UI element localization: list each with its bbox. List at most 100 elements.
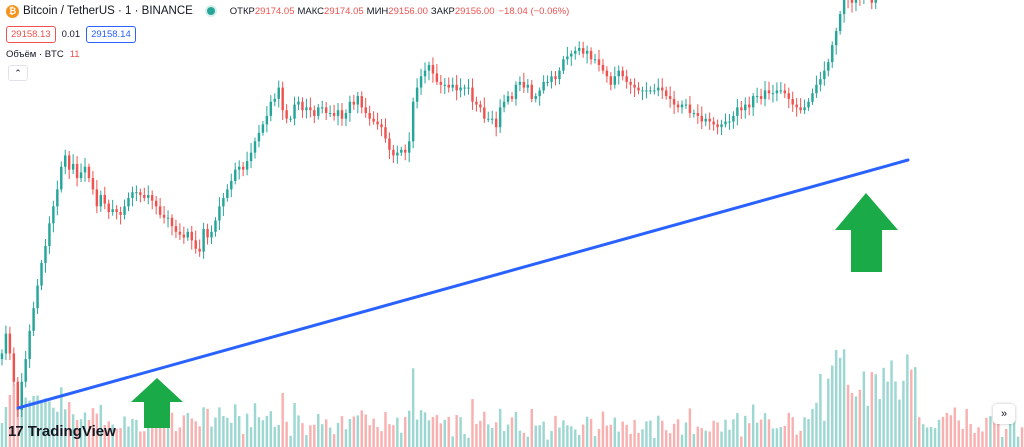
candle-body [518, 81, 522, 85]
candle-body [811, 93, 814, 102]
trend-line[interactable] [16, 158, 910, 410]
volume-bar [957, 420, 960, 447]
volume-bar [16, 389, 20, 447]
volume-bar [123, 416, 126, 447]
volume-bar [115, 428, 118, 447]
volume-bar [795, 434, 798, 447]
candle-body [502, 101, 506, 108]
volume-bar [668, 433, 672, 447]
volume-bar [933, 428, 937, 447]
volume-bar [249, 427, 253, 447]
volume-bar [589, 418, 593, 447]
candle-body [67, 155, 71, 170]
tradingview-logo-icon: 17 [8, 423, 24, 440]
volume-bar [791, 417, 794, 447]
tradingview-logo[interactable]: 17 TradingView [8, 423, 116, 440]
candle-body [601, 64, 605, 71]
volume-bar [1020, 427, 1024, 447]
collapse-legend-button[interactable]: ⌃ [8, 65, 28, 81]
volume-bar [360, 410, 363, 447]
candle-body [285, 110, 288, 119]
candle-body [87, 166, 91, 179]
volume-bar [866, 405, 870, 447]
candle-body [700, 115, 704, 122]
candle-body [720, 124, 723, 128]
volume-bar [135, 419, 138, 447]
volume-bar [819, 373, 822, 447]
candle-body [95, 189, 99, 207]
volume-bar [514, 411, 518, 447]
candle-body [467, 87, 470, 89]
market-status-icon[interactable] [206, 7, 215, 15]
volume-bar [348, 419, 352, 447]
candle-body [791, 98, 794, 105]
volume-bar [965, 409, 968, 447]
candle-body [716, 124, 719, 128]
volume-bar [301, 423, 304, 447]
candle-body [36, 285, 39, 309]
symbol-title[interactable]: Bitcoin / TetherUS · 1 · BINANCE [23, 5, 193, 17]
candle-body [174, 226, 178, 232]
volume-bar [324, 419, 328, 447]
candle-body [712, 121, 715, 125]
candle-body [154, 200, 158, 207]
candle-body [396, 152, 399, 156]
candle-body [803, 107, 806, 111]
volume-bar [1012, 420, 1016, 447]
volume-bar [977, 427, 980, 447]
open-value: 29174.05 [254, 5, 295, 17]
volume-bar [407, 410, 411, 447]
tradingview-logo-text: TradingView [27, 423, 116, 440]
volume-bar [190, 418, 193, 447]
volume-bar [158, 427, 162, 447]
volume-bar [214, 417, 217, 447]
candle-body [415, 87, 419, 102]
candle-body [186, 231, 190, 238]
candle-body [380, 124, 383, 128]
volume-bar [253, 403, 257, 447]
volume-bar [989, 416, 992, 447]
volume-bar [918, 417, 921, 447]
high-label: МАКС [297, 5, 325, 17]
scroll-to-realtime-button[interactable]: » [993, 404, 1015, 424]
candle-body [214, 220, 217, 232]
volume-bar [882, 367, 885, 447]
candle-body [150, 195, 154, 201]
volume-bar [178, 427, 182, 447]
volume-bar [64, 409, 67, 447]
candle-body [834, 31, 838, 46]
volume-bar [60, 387, 63, 447]
candle-body [222, 197, 225, 207]
candle-body [309, 107, 312, 111]
candle-body [237, 166, 241, 170]
volume-bar [293, 402, 296, 447]
candle-body [459, 87, 462, 91]
candle-body [404, 149, 407, 153]
buy-price-button[interactable]: 29158.14 [86, 26, 136, 43]
candle-body [83, 166, 87, 173]
candle-body [71, 163, 75, 170]
candle-body [597, 59, 601, 65]
volume-bar [127, 426, 130, 447]
volume-bar [870, 372, 874, 447]
volume-legend[interactable]: Объём · BTC 11 [6, 49, 80, 60]
candle-body [668, 96, 672, 99]
volume-bar [534, 425, 537, 447]
candle-body [336, 110, 340, 116]
volume-bar [558, 427, 561, 447]
volume-bar [827, 378, 830, 447]
volume-bar [376, 426, 379, 447]
sell-price-button[interactable]: 29158.13 [6, 26, 56, 43]
candle-body [64, 155, 67, 167]
volume-bar [838, 357, 842, 447]
candle-body [253, 141, 257, 153]
candle-body [562, 59, 565, 71]
volume-bar [75, 420, 79, 447]
candle-body [324, 107, 328, 114]
candle-body [293, 104, 296, 119]
candle-body [799, 107, 802, 111]
candle-body [534, 96, 537, 99]
candle-body [439, 81, 443, 85]
candle-body [566, 56, 569, 60]
